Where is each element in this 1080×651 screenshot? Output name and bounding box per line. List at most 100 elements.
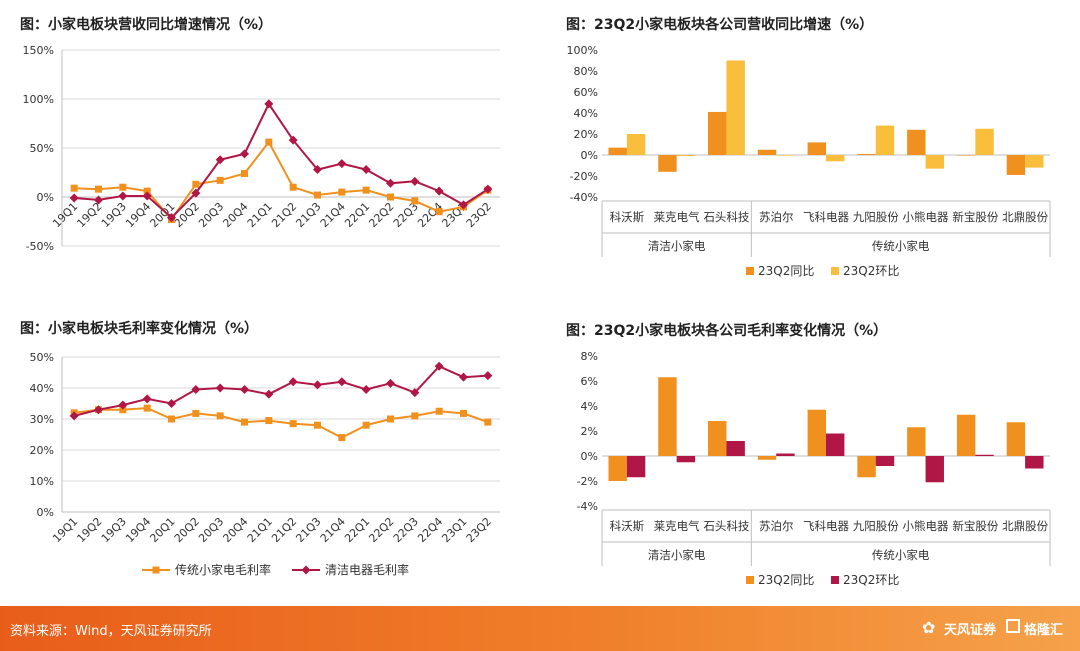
y-tick-label: 0% (581, 149, 598, 162)
series-line (74, 407, 489, 439)
data-point (361, 165, 371, 175)
x-tick-label: 20Q4 (220, 200, 250, 230)
legend-label: 23Q2同比 (758, 573, 814, 587)
data-point (215, 383, 225, 393)
data-point (215, 155, 225, 165)
data-point (240, 385, 249, 395)
category-label: 北鼎股份 (1002, 519, 1048, 533)
x-tick-label: 20Q1 (147, 515, 177, 545)
category-label: 小熊电器 (903, 519, 949, 533)
bar (1025, 456, 1044, 469)
category-label: 石头科技 (703, 519, 749, 533)
x-tick-label: 19Q3 (99, 515, 129, 545)
y-tick-label: 20% (574, 128, 598, 141)
category-label: 飞科电器 (803, 519, 849, 533)
x-tick-label: 21Q3 (293, 200, 323, 230)
x-tick-label: 21Q1 (245, 200, 275, 230)
x-tick-label: 22Q2 (366, 515, 396, 545)
y-tick-label: 50% (30, 351, 54, 364)
bar (676, 456, 696, 463)
data-point (142, 191, 152, 201)
legend-label: 清洁电器毛利率 (325, 562, 409, 577)
y-tick-label: 80% (574, 65, 598, 78)
x-tick-label: 22Q4 (415, 515, 445, 545)
y-tick-label: 50% (30, 142, 54, 155)
data-point (216, 412, 224, 420)
y-tick-label: 40% (30, 382, 54, 395)
data-point (167, 399, 176, 408)
y-tick-label: -2% (577, 475, 598, 488)
data-point (167, 213, 176, 223)
data-point (95, 185, 102, 193)
bar (925, 155, 944, 169)
bar (807, 142, 826, 155)
x-tick-label: 22Q2 (366, 200, 396, 230)
bar (726, 60, 745, 155)
data-point (289, 183, 297, 191)
data-point (143, 187, 151, 195)
y-tick-label: 10% (30, 475, 54, 488)
data-point (241, 169, 248, 177)
data-point (411, 197, 419, 205)
series-line (74, 140, 489, 222)
x-tick-label: 23Q1 (439, 515, 469, 545)
bar (726, 441, 745, 456)
legend-swatch (831, 267, 839, 275)
chart3-title: 图：小家电板块毛利率变化情况（%） (20, 321, 259, 337)
x-tick-label: 21Q4 (318, 515, 348, 545)
bar (757, 456, 777, 460)
y-tick-label: -40% (570, 191, 598, 204)
data-point (118, 191, 128, 201)
data-point (70, 184, 78, 192)
category-label: 苏泊尔 (759, 210, 794, 224)
x-tick-label: 19Q3 (99, 200, 129, 230)
data-point (411, 412, 419, 420)
bar (956, 414, 976, 456)
x-tick-label: 20Q4 (220, 515, 250, 545)
group-label: 传统小家电 (872, 239, 930, 253)
gelonghui-logo-icon (1006, 619, 1020, 633)
group-label: 清洁小家电 (648, 548, 706, 562)
bar (907, 129, 926, 155)
gelonghui-brand: 格隆汇 (1024, 623, 1064, 638)
category-label: 莱克电气 (654, 519, 700, 533)
y-tick-label: 2% (581, 425, 598, 438)
legend-label: 23Q2同比 (758, 264, 814, 278)
data-point (314, 191, 321, 199)
legend-swatch (746, 576, 754, 584)
bar (875, 456, 895, 466)
y-tick-label: 60% (574, 86, 598, 99)
data-point (434, 186, 444, 196)
x-tick-label: 20Q3 (196, 515, 226, 545)
bar (807, 409, 826, 456)
company-gross-margin-bar-chart: 8% 6% 4% 2% 0% -2% -4% 科沃斯 莱克电气 石头科技 苏泊尔 飞科电器 九阳股份 小熊… (577, 350, 1051, 587)
bar (658, 377, 677, 456)
data-point (459, 200, 468, 210)
x-tick-label: 19Q1 (50, 200, 80, 230)
bar (757, 149, 777, 155)
bar (857, 153, 876, 155)
category-label: 莱克电气 (654, 210, 700, 224)
legend-label: 传统小家电毛利率 (175, 562, 271, 577)
data-point (192, 180, 200, 188)
data-point (435, 208, 443, 216)
category-label: 北鼎股份 (1002, 210, 1048, 224)
data-point (459, 372, 468, 382)
x-tick-label: 22Q1 (342, 200, 372, 230)
y-tick-label: 100% (23, 93, 54, 106)
tianfeng-brand: 天风证券 (944, 623, 997, 638)
bar (676, 155, 696, 157)
data-point (483, 184, 493, 194)
category-label: 苏泊尔 (759, 519, 794, 533)
data-point (216, 176, 224, 184)
data-point (119, 406, 127, 414)
data-point (168, 415, 175, 423)
data-point (338, 434, 346, 442)
data-point (289, 420, 297, 428)
x-tick-label: 21Q1 (245, 515, 275, 545)
bar (1025, 155, 1044, 168)
category-label: 九阳股份 (853, 519, 899, 533)
bar (1006, 422, 1026, 456)
category-label: 石头科技 (703, 210, 749, 224)
y-tick-label: 20% (30, 444, 54, 457)
